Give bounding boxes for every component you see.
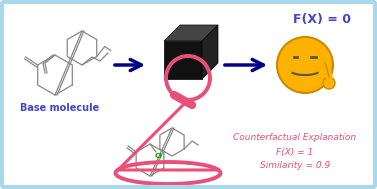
- Polygon shape: [164, 41, 202, 79]
- Polygon shape: [202, 25, 218, 79]
- Circle shape: [323, 77, 335, 89]
- Text: Base molecule: Base molecule: [20, 103, 100, 113]
- Polygon shape: [164, 25, 218, 41]
- Text: Cl: Cl: [154, 153, 162, 159]
- Text: Counterfactual Explanation: Counterfactual Explanation: [233, 133, 357, 143]
- Text: Similarity = 0.9: Similarity = 0.9: [260, 161, 330, 170]
- Text: F(X) = 1: F(X) = 1: [276, 147, 314, 156]
- Text: F(X) = 0: F(X) = 0: [293, 13, 351, 26]
- Circle shape: [277, 37, 333, 93]
